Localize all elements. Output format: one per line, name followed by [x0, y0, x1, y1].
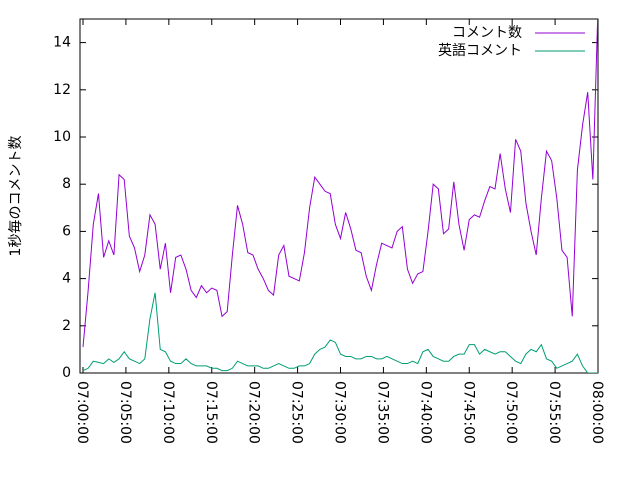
x-tick-label: 07:50:00	[503, 381, 519, 444]
plot-frame	[79, 18, 599, 374]
legend-label: 英語コメント	[438, 42, 522, 59]
x-tick-label: 07:30:00	[332, 381, 348, 444]
x-tick-label: 08:00:00	[589, 381, 605, 444]
x-tick-label: 07:35:00	[374, 381, 390, 444]
y-tick-label: 0	[62, 365, 71, 381]
y-tick-label: 14	[53, 35, 71, 51]
y-axis-label: 1秒毎のコメント数	[8, 136, 24, 257]
plot-lines	[82, 19, 598, 373]
x-tick-label: 07:05:00	[117, 381, 133, 444]
x-tick-label: 07:20:00	[246, 381, 262, 444]
legend-label: コメント数	[452, 25, 522, 41]
y-tick-label: 10	[53, 129, 71, 145]
y-tick-label: 2	[62, 318, 71, 334]
x-tick-label: 07:25:00	[289, 381, 305, 444]
x-tick-label: 07:00:00	[74, 381, 90, 444]
series-line	[82, 292, 598, 373]
y-tick-label: 6	[62, 223, 71, 239]
y-tick-label: 4	[62, 271, 71, 287]
series-line	[82, 19, 598, 348]
x-tick-label: 07:45:00	[460, 381, 476, 444]
x-tick-label: 07:15:00	[203, 381, 219, 444]
y-tick-label: 12	[53, 82, 71, 98]
x-tick-label: 07:40:00	[417, 381, 433, 444]
y-tick-label: 8	[62, 176, 71, 192]
x-tick-label: 07:10:00	[160, 381, 176, 444]
x-tick-label: 07:55:00	[546, 381, 562, 444]
